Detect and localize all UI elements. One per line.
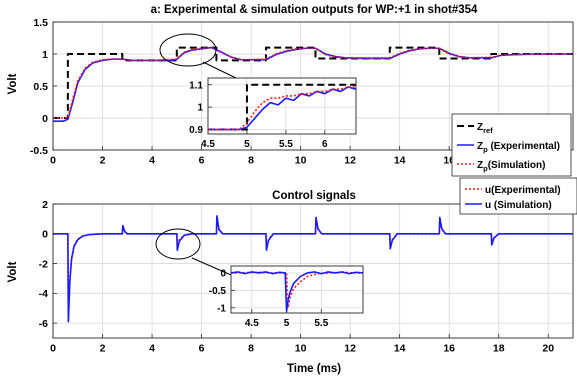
bottom-x-tick-label: 20 — [542, 343, 554, 355]
bottom-inset-x-tick-label: 5 — [284, 318, 290, 329]
top-chart-y-axis-label: Volt — [7, 73, 19, 94]
bottom-y-tick-label: -6 — [39, 318, 48, 330]
bottom-inset-plot-area — [231, 266, 363, 313]
top-chart-title: a: Experimental & simulation outputs for… — [151, 4, 478, 16]
top-legend-label: Zref — [477, 122, 493, 135]
bottom-x-tick-label: 16 — [443, 343, 455, 355]
bottom-x-tick-label: 6 — [199, 343, 205, 355]
bottom-x-tick-label: 14 — [394, 343, 406, 355]
legend-rest-text: (Simulation) — [488, 160, 546, 171]
legend-main-text: Z — [477, 141, 483, 152]
bottom-inset-x-tick-label: 4.5 — [245, 318, 259, 329]
top-x-tick-label: 14 — [394, 155, 406, 167]
bottom-y-tick-label: 0 — [42, 229, 48, 241]
bottom-x-tick-label: 8 — [248, 343, 254, 355]
bottom-legend: u(Experimental) u (Simulation) — [459, 177, 577, 215]
top-inset-frame — [207, 77, 357, 135]
legend-subscript: p — [483, 164, 488, 173]
top-y-tick-label: 1 — [42, 49, 48, 61]
bottom-chart-control-signals: 0 2 4 6 8 10 12 14 16 18 20 -6 -4 -2 0 2 4.5 5 5.5 0 -0.5 -1 u… — [7, 177, 577, 375]
top-inset-x-tick-label: 5.5 — [279, 139, 293, 150]
top-x-tick-label: 10 — [295, 155, 307, 167]
top-y-tick-label: 1.5 — [33, 17, 48, 29]
top-inset-x-tick-label: 4.5 — [201, 139, 215, 150]
bottom-x-tick-label: 12 — [344, 343, 356, 355]
bottom-legend-label: u (Simulation) — [485, 200, 552, 211]
bottom-chart-title: Control signals — [272, 190, 356, 202]
legend-main-text: Z — [477, 160, 483, 171]
top-inset-y-tick-label: 0.9 — [189, 125, 203, 136]
top-series-ref — [53, 46, 573, 119]
top-zoom-marker — [159, 33, 217, 67]
bottom-y-tick-label: 2 — [42, 199, 48, 211]
top-inset: 4.5 5 5.5 6 0.9 1 1.1 — [189, 77, 357, 150]
top-y-tick-label: 0.5 — [33, 81, 48, 93]
top-inset-y-tick-label: 1.1 — [189, 80, 203, 91]
top-inset-x-tick-label: 6 — [322, 139, 328, 150]
bottom-x-tick-label: 4 — [149, 343, 155, 355]
top-inset-y-tick-label: 1 — [197, 103, 203, 114]
bottom-inset-y-tick-label: -1 — [217, 303, 226, 314]
bottom-chart-y-axis-label: Volt — [7, 261, 19, 282]
bottom-inset-y-tick-label: -0.5 — [209, 286, 227, 297]
top-x-tick-label: 12 — [344, 155, 356, 167]
bottom-y-tick-label: -2 — [39, 258, 48, 270]
legend-main-text: u(Experimental) — [485, 185, 561, 196]
legend-main-text: Z — [477, 122, 483, 133]
bottom-zoom-marker — [155, 228, 201, 260]
top-x-tick-label: 0 — [50, 155, 56, 167]
top-inset-x-tick-label: 5 — [244, 139, 250, 150]
legend-main-text: u (Simulation) — [485, 200, 552, 211]
bottom-x-tick-label: 0 — [50, 343, 56, 355]
bottom-plot-frame — [52, 203, 574, 339]
bottom-zoom-connector — [191, 257, 239, 279]
top-zoom-connector — [202, 61, 239, 80]
bottom-y-tick-label: -4 — [39, 288, 48, 300]
legend-subscript: ref — [483, 126, 493, 135]
top-series-sim — [53, 46, 573, 119]
top-legend-label: Zp(Simulation) — [477, 160, 545, 173]
bottom-inset-frame — [230, 265, 364, 314]
legend-rest-text: (Experimental) — [488, 141, 560, 152]
bottom-inset: 4.5 5 5.5 0 -0.5 -1 — [209, 265, 364, 329]
top-legend-label: Zp (Experimental) — [477, 141, 560, 154]
bottom-legend-label: u(Experimental) — [485, 185, 561, 196]
top-x-tick-label: 6 — [199, 155, 205, 167]
top-inset-series-ref — [208, 83, 356, 131]
top-x-tick-label: 2 — [100, 155, 106, 167]
bottom-x-tick-label: 2 — [100, 343, 106, 355]
top-inset-plot-area — [208, 78, 356, 134]
bottom-inset-series-exp — [231, 271, 363, 313]
top-chart-outputs: 02468101214161820-0.500.511.54.555.560.9… — [7, 4, 574, 177]
bottom-inset-x-tick-label: 5.5 — [314, 318, 328, 329]
top-x-tick-label: 4 — [149, 155, 155, 167]
top-y-tick-label: -0.5 — [30, 145, 48, 157]
top-inset-series-exp — [208, 86, 356, 131]
bottom-x-tick-label: 10 — [295, 343, 307, 355]
bottom-legend-box — [459, 177, 577, 215]
bottom-inset-y-tick-label: 0 — [220, 269, 226, 280]
legend-subscript: p — [483, 145, 488, 154]
bottom-chart-x-axis-label: Time (ms) — [287, 363, 341, 375]
bottom-series-exp — [53, 215, 573, 323]
top-y-tick-label: 0 — [42, 113, 48, 125]
top-x-tick-label: 16 — [443, 155, 455, 167]
bottom-x-tick-label: 18 — [493, 343, 505, 355]
top-x-tick-label: 8 — [248, 155, 254, 167]
top-plot-frame — [52, 21, 574, 151]
